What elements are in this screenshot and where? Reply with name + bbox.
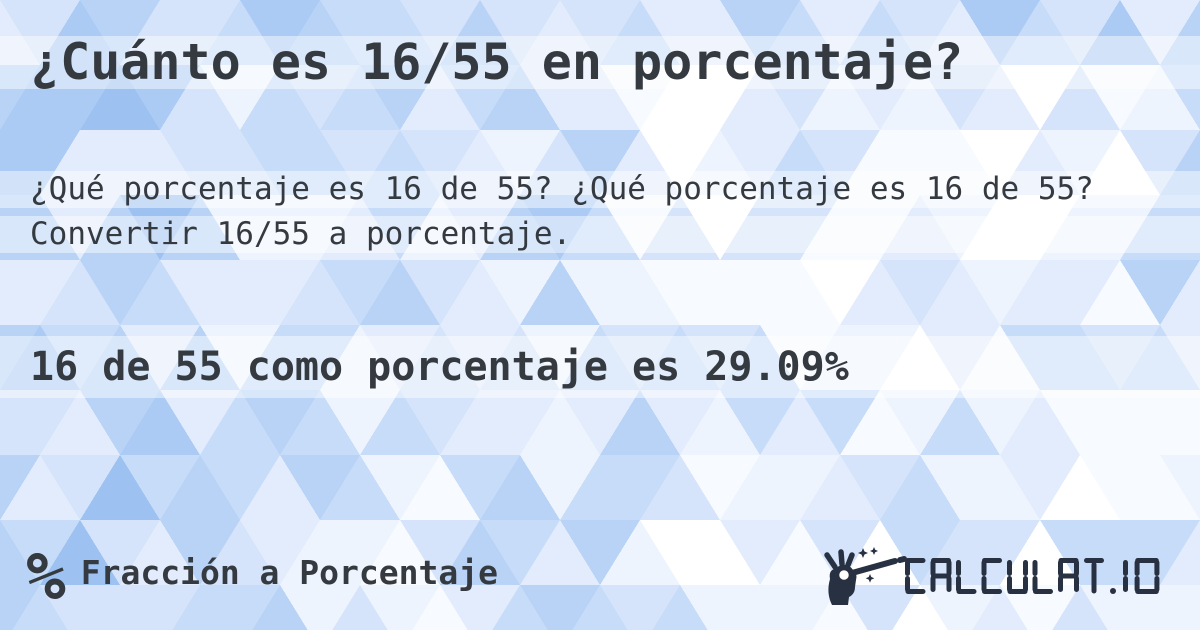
answer-band: 16 de 55 como porcentaje es 29.09%	[0, 336, 1200, 398]
sparkle-stars	[858, 547, 878, 583]
title-band: ¿Cuánto es 16/55 en porcentaje?	[0, 36, 1200, 89]
answer-text: 16 de 55 como porcentaje es 29.09%	[30, 344, 849, 390]
site-label: Fracción a Porcentaje	[80, 553, 498, 592]
percent-icon: %	[26, 538, 66, 615]
question-line-1: ¿Qué porcentaje es 16 de 55? ¿Qué porcen…	[30, 171, 1094, 207]
question-band-1: ¿Qué porcentaje es 16 de 55? ¿Qué porcen…	[0, 171, 1200, 208]
site-logo: % Fracción a Porcentaje	[26, 542, 498, 612]
question-line-2: Convertir 16/55 a porcentaje.	[30, 216, 572, 252]
calculatio-logo	[813, 545, 1193, 620]
page-title: ¿Cuánto es 16/55 en porcentaje?	[30, 33, 964, 91]
brand-wordmark	[905, 558, 1160, 594]
magic-wand-hand-icon	[824, 547, 907, 605]
question-band-2: Convertir 16/55 a porcentaje.	[0, 216, 1200, 253]
